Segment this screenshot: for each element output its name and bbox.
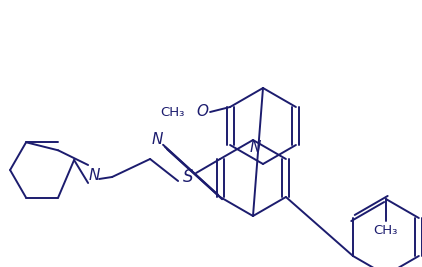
Text: CH₃: CH₃ bbox=[160, 105, 184, 119]
Text: N: N bbox=[88, 167, 100, 183]
Text: O: O bbox=[196, 104, 208, 120]
Text: N: N bbox=[249, 139, 261, 155]
Text: N: N bbox=[151, 132, 163, 147]
Text: CH₃: CH₃ bbox=[374, 225, 398, 238]
Text: S: S bbox=[183, 168, 193, 186]
